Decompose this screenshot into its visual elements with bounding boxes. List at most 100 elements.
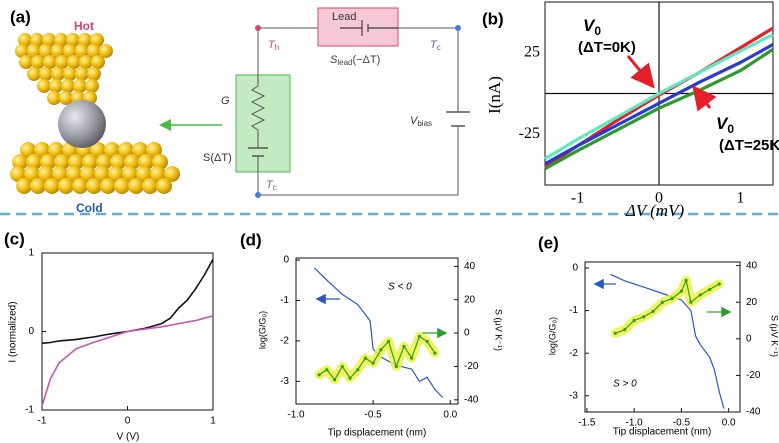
atom bbox=[40, 154, 56, 170]
node bbox=[455, 25, 461, 31]
molecule bbox=[58, 100, 106, 148]
note: S < 0 bbox=[388, 282, 412, 293]
atom bbox=[42, 33, 56, 47]
battery bbox=[248, 147, 268, 157]
atom bbox=[63, 44, 77, 58]
symbol: V bbox=[410, 115, 419, 127]
atom bbox=[54, 154, 70, 170]
atom bbox=[10, 166, 26, 182]
data-line bbox=[318, 335, 436, 381]
y2-tick-label: -40 bbox=[746, 407, 761, 418]
atom bbox=[152, 154, 168, 170]
data-point bbox=[651, 309, 655, 313]
atom bbox=[20, 142, 36, 158]
chart: (c) -1 0 1 1 0 -1 V (V) I (normalized) bbox=[4, 229, 216, 442]
data-point bbox=[433, 351, 437, 355]
y-tick-label: 1 bbox=[28, 248, 34, 259]
data-point bbox=[356, 368, 360, 372]
y2-axis-label: S (μV K⁻¹) bbox=[494, 309, 504, 351]
atom bbox=[104, 142, 120, 158]
lead-box bbox=[317, 7, 399, 47]
y2-axis-label: S (μV K⁻¹) bbox=[770, 315, 779, 357]
data-point bbox=[332, 378, 337, 382]
data-line bbox=[544, 48, 774, 171]
data-line bbox=[544, 43, 774, 166]
x-tick-label: -1.5 bbox=[578, 418, 596, 429]
atom bbox=[44, 178, 60, 194]
tc-label: Tc bbox=[430, 39, 441, 52]
subscript: c bbox=[437, 43, 441, 52]
atom bbox=[72, 178, 88, 194]
data-point bbox=[348, 376, 352, 380]
atom bbox=[73, 79, 87, 93]
symbol: S bbox=[330, 54, 338, 66]
atom bbox=[90, 142, 106, 158]
y2-tick-label: 40 bbox=[746, 260, 758, 271]
atom bbox=[59, 91, 73, 105]
atom bbox=[122, 166, 138, 182]
panel-label: (b) bbox=[482, 9, 504, 28]
data-point bbox=[379, 348, 383, 352]
hot-label: Hot bbox=[74, 19, 94, 33]
atom bbox=[34, 142, 50, 158]
atom bbox=[26, 154, 42, 170]
x-tick-label: -0.5 bbox=[673, 418, 691, 429]
atom bbox=[48, 142, 64, 158]
y2-tick-label: -40 bbox=[464, 394, 479, 405]
atom bbox=[47, 91, 61, 105]
y2-tick-label: 20 bbox=[464, 294, 476, 305]
symbol: T bbox=[266, 179, 274, 191]
panel-label: (c) bbox=[4, 229, 25, 248]
x-axis-label: Tip displacement (nm) bbox=[328, 428, 427, 439]
y-tick-label: 0 bbox=[28, 326, 34, 337]
y-axis-label: I (normalized) bbox=[8, 301, 19, 362]
atom bbox=[94, 166, 110, 182]
atom bbox=[66, 166, 82, 182]
battery bbox=[446, 111, 470, 127]
y-tick-label: -25 bbox=[519, 125, 540, 142]
note: S > 0 bbox=[613, 379, 637, 390]
y-tick-label: -2 bbox=[280, 336, 289, 347]
data-point bbox=[670, 296, 674, 301]
atom bbox=[39, 44, 53, 58]
atom bbox=[128, 178, 144, 194]
s-label: S(ΔT) bbox=[203, 152, 232, 164]
y-axis-label: I(nA) bbox=[485, 76, 504, 114]
atom bbox=[18, 33, 32, 47]
data-point bbox=[340, 364, 344, 369]
symbol: T bbox=[268, 39, 276, 51]
battery bbox=[340, 20, 398, 36]
atom bbox=[43, 55, 57, 69]
atom bbox=[132, 142, 148, 158]
data-point bbox=[371, 361, 375, 365]
y-tick-label: -1 bbox=[569, 305, 578, 316]
g-label: G bbox=[221, 95, 230, 107]
symbol: T bbox=[430, 39, 438, 51]
chart: (e) -1.5 -1.0 -0.5 0.0 0 -1 -2 -3 40 20 0 -20 -40 Tip … bbox=[538, 233, 779, 437]
subscript: c bbox=[273, 183, 277, 192]
x-tick-label: 0 bbox=[655, 190, 663, 207]
data-point bbox=[317, 373, 321, 377]
atom bbox=[156, 178, 172, 194]
data-line bbox=[610, 273, 725, 409]
atom bbox=[82, 154, 98, 170]
atom bbox=[99, 44, 113, 58]
x-tick-label: 1 bbox=[210, 416, 216, 427]
node bbox=[255, 192, 261, 198]
y-tick-label: -3 bbox=[569, 390, 578, 401]
annotation-arrow bbox=[626, 55, 655, 89]
s-lead-label: Slead(−ΔT) bbox=[330, 54, 380, 67]
atom bbox=[80, 166, 96, 182]
atom bbox=[24, 166, 40, 182]
subscript: 0 bbox=[594, 24, 601, 38]
atom bbox=[61, 79, 75, 93]
subscript: lead bbox=[337, 58, 352, 67]
data-point bbox=[402, 344, 406, 349]
x-axis-label: Tip displacement (nm) bbox=[613, 427, 712, 438]
atom bbox=[136, 166, 152, 182]
atom bbox=[19, 55, 33, 69]
annotation-arrow bbox=[692, 85, 717, 112]
x-tick-label: 0.0 bbox=[443, 410, 457, 421]
data-point bbox=[708, 287, 712, 292]
